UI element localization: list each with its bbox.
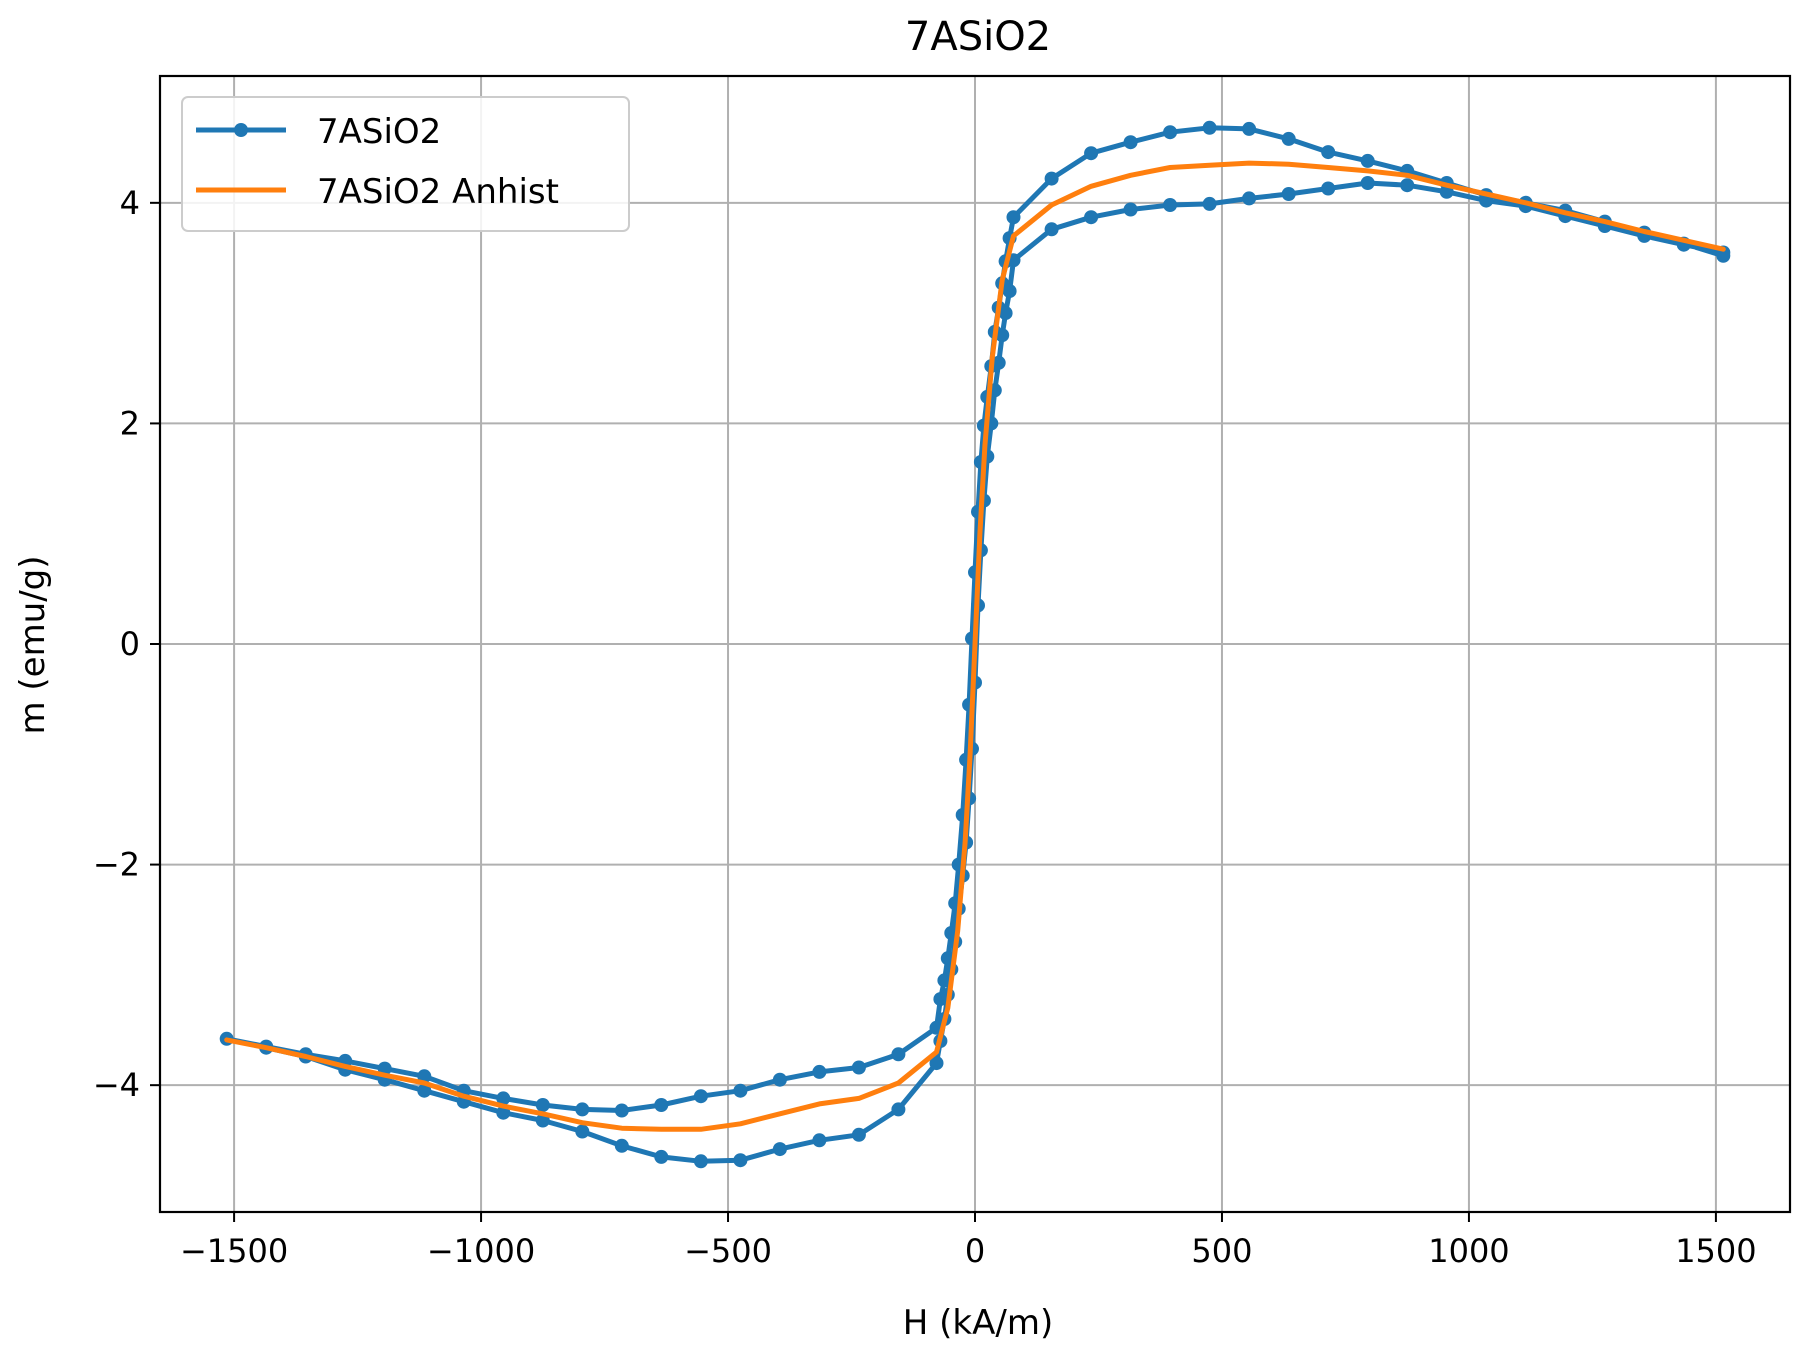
data-point (733, 1083, 748, 1098)
y-axis-label: m (emu/g) (13, 555, 53, 734)
data-point (496, 1091, 511, 1106)
legend-label-series-2: 7ASiO2 Anhist (317, 172, 559, 212)
x-tick-label: 1000 (1428, 1232, 1509, 1270)
data-point (1163, 125, 1178, 140)
x-tick-label: 500 (1191, 1232, 1252, 1270)
data-point (1202, 120, 1217, 135)
data-point (654, 1098, 669, 1112)
data-point (772, 1142, 787, 1157)
data-point (1242, 121, 1257, 136)
data-point (693, 1089, 708, 1104)
data-point (1360, 176, 1375, 190)
data-point (654, 1149, 669, 1164)
data-point (575, 1102, 590, 1117)
data-point (1123, 202, 1138, 217)
y-tick-label: −2 (93, 846, 140, 884)
data-point (1044, 222, 1059, 237)
data-point (1360, 153, 1375, 168)
data-point (929, 1056, 944, 1071)
plot-series (219, 120, 1731, 1169)
data-point (733, 1153, 748, 1168)
y-tick-label: 4 (120, 184, 140, 222)
data-point (1202, 196, 1217, 211)
data-point (1281, 187, 1296, 201)
data-point (1321, 145, 1336, 160)
x-axis-ticks: −1500 −1000 −500 0 500 1000 1500 (180, 1212, 1757, 1270)
y-axis-ticks: −4 −2 0 2 4 (93, 184, 160, 1104)
data-point (1281, 131, 1296, 146)
x-tick-label: −500 (684, 1232, 772, 1270)
data-point (1163, 198, 1178, 212)
y-tick-label: 2 (120, 404, 140, 442)
data-point (1006, 210, 1021, 225)
data-point (614, 1138, 629, 1153)
data-point (998, 306, 1013, 321)
x-tick-label: −1000 (427, 1232, 535, 1270)
data-point (1002, 284, 1017, 299)
chart-title: 7ASiO2 (905, 14, 1051, 60)
data-point (1044, 171, 1059, 186)
series-line-2 (224, 160, 1726, 1132)
data-point (812, 1064, 827, 1079)
data-point (891, 1102, 906, 1117)
data-point (417, 1083, 432, 1098)
data-point (851, 1060, 866, 1075)
data-point (1123, 135, 1138, 150)
y-tick-label: −4 (93, 1066, 140, 1104)
legend-box (181, 96, 630, 232)
legend-marker-series-1 (234, 123, 248, 137)
data-point (1321, 181, 1336, 196)
data-point (851, 1127, 866, 1142)
data-point (772, 1072, 787, 1087)
data-point (1242, 191, 1257, 206)
data-point (812, 1133, 827, 1148)
data-point (614, 1103, 629, 1118)
data-point (693, 1154, 708, 1169)
x-axis-label: H (kA/m) (903, 1303, 1053, 1343)
x-tick-label: 1500 (1675, 1232, 1756, 1270)
data-point (1084, 210, 1099, 225)
y-tick-label: 0 (120, 625, 140, 663)
data-point (891, 1047, 906, 1062)
x-tick-label: −1500 (180, 1232, 288, 1270)
legend: 7ASiO2 7ASiO2 Anhist (181, 96, 630, 232)
data-point (991, 355, 1006, 370)
data-point (995, 328, 1010, 343)
data-point (1400, 178, 1415, 193)
data-point (937, 973, 952, 988)
data-point (1084, 146, 1099, 161)
data-point (575, 1124, 590, 1139)
x-tick-label: 0 (965, 1232, 985, 1270)
data-point (535, 1098, 550, 1112)
legend-label-series-1: 7ASiO2 (317, 112, 441, 152)
